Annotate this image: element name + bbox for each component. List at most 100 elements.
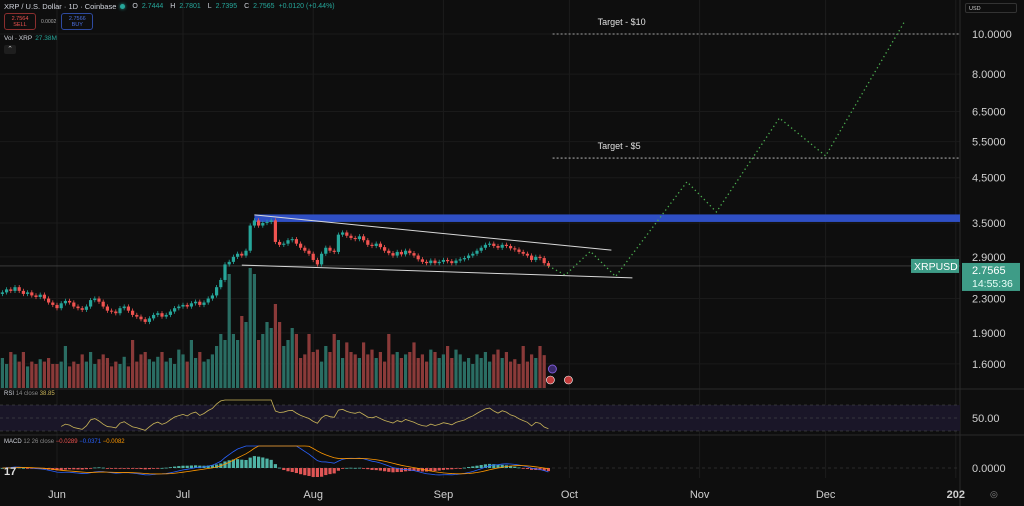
candle xyxy=(383,245,387,253)
candle xyxy=(257,218,261,228)
macd-histogram-bar xyxy=(378,468,382,471)
candle xyxy=(399,249,403,257)
volume-bar xyxy=(500,358,504,388)
candle xyxy=(513,246,517,252)
candle xyxy=(374,241,378,249)
volume-bar xyxy=(353,354,357,388)
candle-body xyxy=(131,310,135,315)
candle-body xyxy=(189,303,193,307)
buy-button[interactable]: 2.7566 BUY xyxy=(61,13,94,30)
candle xyxy=(509,243,513,251)
candle-body xyxy=(349,235,353,238)
settings-icon[interactable]: ◎ xyxy=(990,489,998,499)
candle xyxy=(353,235,357,242)
candle-body xyxy=(38,294,42,297)
macd-histogram-bar xyxy=(210,465,214,468)
economic-event-icon[interactable] xyxy=(564,375,573,385)
volume-label: Vol · XRP xyxy=(4,35,33,42)
candle xyxy=(429,258,433,266)
candle xyxy=(483,242,487,250)
macd-histogram-bar xyxy=(525,468,529,469)
volume-bar xyxy=(450,358,454,388)
volume-bar xyxy=(173,364,177,388)
candle-body xyxy=(105,306,109,311)
volume-bar xyxy=(139,354,143,388)
macd-histogram-bar xyxy=(345,467,349,469)
candle xyxy=(525,251,529,258)
volume-bar xyxy=(332,334,336,388)
close-value: 2.7565 xyxy=(253,3,275,10)
volume-bar xyxy=(374,358,378,388)
sell-button[interactable]: 2.7564 SELL xyxy=(4,13,36,30)
time-tick-label: 202 xyxy=(947,489,965,501)
macd-histogram-bar xyxy=(391,468,395,473)
candle-body xyxy=(13,287,17,291)
candle-body xyxy=(9,289,13,291)
price-tick-label: 10.0000 xyxy=(972,29,1012,41)
macd-histogram-bar xyxy=(429,468,433,472)
volume-bar xyxy=(240,316,244,388)
candle xyxy=(420,257,424,265)
candle-body xyxy=(307,250,311,254)
chevron-up-icon[interactable]: ⌃ xyxy=(4,45,16,54)
candle-body xyxy=(143,319,147,322)
candle-body xyxy=(101,301,105,307)
candle xyxy=(425,259,429,266)
candle-body xyxy=(315,259,319,265)
macd-histogram-bar xyxy=(164,467,168,469)
candle-body xyxy=(114,311,118,314)
candle xyxy=(458,257,462,263)
macd-signal-value: −0.0082 xyxy=(102,439,125,445)
macd-histogram-bar xyxy=(299,468,303,475)
candle xyxy=(76,304,80,311)
volume-bar xyxy=(189,340,193,388)
volume-bar xyxy=(72,361,76,388)
macd-value: −0.0371 xyxy=(79,439,102,445)
candle-body xyxy=(437,261,441,264)
volume-bar xyxy=(76,364,80,388)
candle xyxy=(84,304,88,313)
volume-bar xyxy=(383,361,387,388)
candle xyxy=(299,241,303,250)
candle xyxy=(467,253,471,261)
volume-bar xyxy=(504,352,508,388)
volume-bar xyxy=(357,358,361,388)
volume-bar xyxy=(34,364,38,388)
macd-histogram-bar xyxy=(105,468,109,469)
candle xyxy=(479,245,483,253)
macd-histogram-bar xyxy=(55,468,59,471)
volume-bar xyxy=(63,346,67,388)
candle-body xyxy=(366,240,370,245)
candle xyxy=(89,297,93,309)
volume-bar xyxy=(441,354,445,388)
candle-body xyxy=(236,253,240,257)
candle-body xyxy=(156,313,160,315)
candle xyxy=(336,232,340,255)
candle xyxy=(294,236,298,246)
volume-bar xyxy=(433,352,437,388)
currency-select[interactable]: USD xyxy=(965,3,1017,13)
economic-event-icon[interactable] xyxy=(546,375,555,385)
volume-bar xyxy=(210,354,214,388)
event-icon[interactable] xyxy=(547,364,557,374)
candle-body xyxy=(202,302,206,305)
candle xyxy=(303,245,307,253)
macd-histogram-bar xyxy=(240,459,244,468)
macd-histogram-bar xyxy=(353,467,357,469)
candle-body xyxy=(395,251,399,256)
macd-histogram-bar xyxy=(521,468,525,469)
time-tick-label: Aug xyxy=(303,489,323,501)
macd-histogram-bar xyxy=(143,468,147,470)
volume-bar xyxy=(110,366,114,388)
macd-histogram-bar xyxy=(546,468,550,472)
macd-histogram-bar xyxy=(479,464,483,468)
macd-histogram-bar xyxy=(374,468,378,471)
candle xyxy=(441,257,445,265)
buy-price: 2.7566 xyxy=(68,15,86,22)
candle xyxy=(168,309,172,318)
candle-body xyxy=(68,300,72,303)
candle-body xyxy=(517,249,521,252)
candle-body xyxy=(420,259,424,262)
symbol-title[interactable]: XRP / U.S. Dollar · 1D · Coinbase xyxy=(4,2,117,11)
